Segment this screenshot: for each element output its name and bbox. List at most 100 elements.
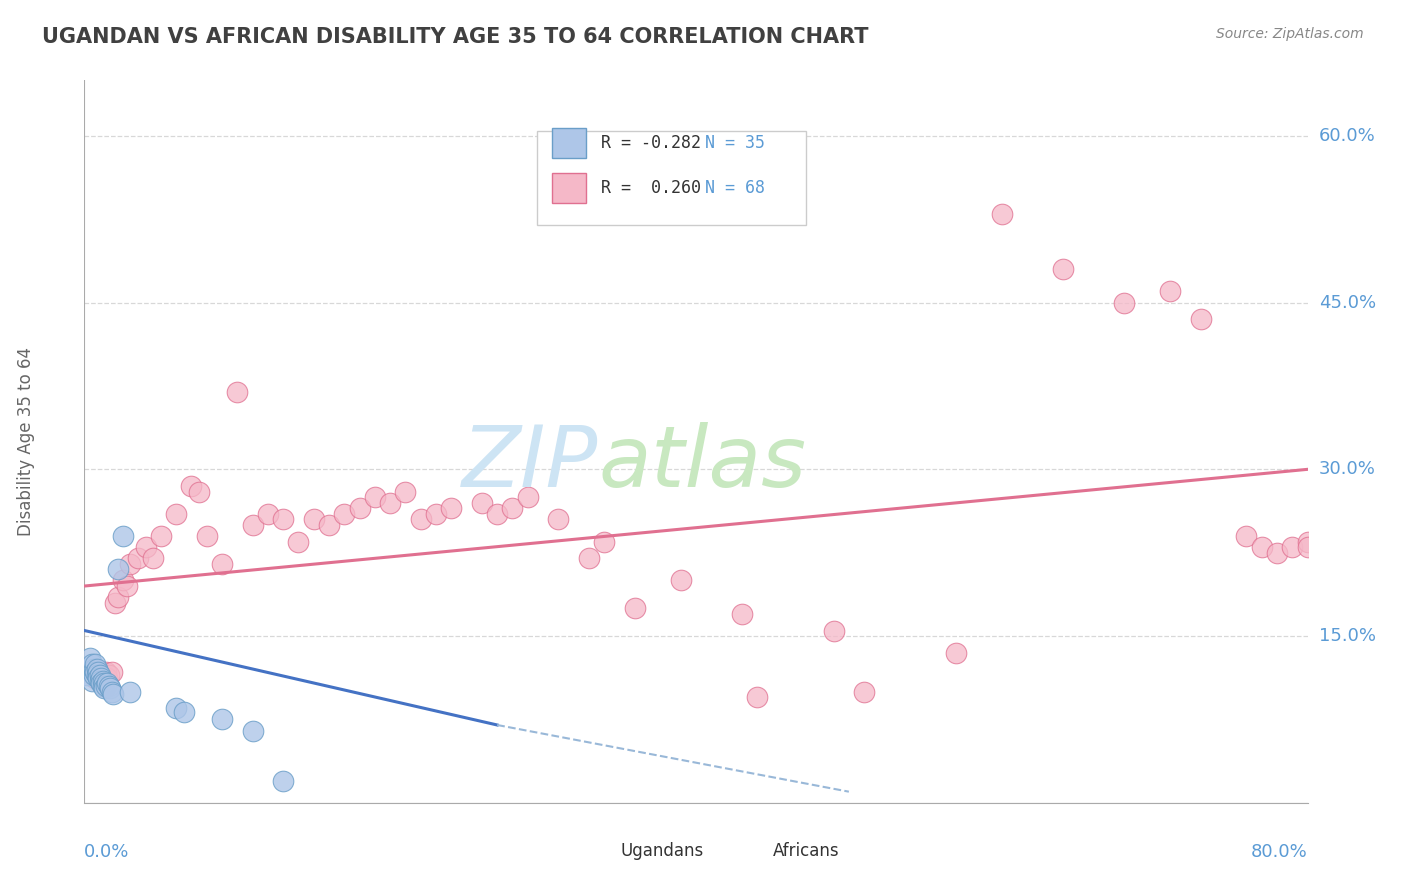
Point [90, 668, 112, 682]
Point [747, 690, 769, 705]
FancyBboxPatch shape [586, 839, 613, 863]
Point [76, 668, 98, 682]
Point [91, 673, 114, 688]
Point [84, 665, 107, 679]
Point [135, 540, 157, 554]
Point [80, 665, 103, 679]
Point [107, 590, 129, 604]
Point [115, 579, 138, 593]
Point [98, 681, 121, 696]
Point [823, 624, 845, 638]
Point [211, 713, 233, 727]
Point [731, 607, 754, 621]
Point [89, 673, 111, 688]
Text: ZIP: ZIP [461, 422, 598, 505]
Point [77, 662, 100, 676]
Text: UGANDAN VS AFRICAN DISABILITY AGE 35 TO 64 CORRELATION CHART: UGANDAN VS AFRICAN DISABILITY AGE 35 TO … [42, 27, 869, 46]
Text: R = -0.282: R = -0.282 [600, 134, 700, 153]
Point [83, 668, 105, 682]
Point [89, 668, 111, 682]
Text: 60.0%: 60.0% [1319, 127, 1375, 145]
Point [94, 679, 117, 693]
Point [287, 534, 309, 549]
Text: Ugandans: Ugandans [620, 842, 703, 860]
Point [120, 684, 142, 698]
Text: Africans: Africans [773, 842, 839, 860]
Point [502, 501, 524, 516]
Point [226, 384, 249, 399]
Point [104, 596, 127, 610]
Point [471, 496, 494, 510]
Point [91, 679, 114, 693]
Point [79, 651, 101, 665]
Text: 80.0%: 80.0% [1251, 843, 1308, 861]
Point [624, 601, 647, 615]
Point [1159, 285, 1181, 299]
Text: Source: ZipAtlas.com: Source: ZipAtlas.com [1216, 27, 1364, 41]
Point [349, 501, 371, 516]
Point [1250, 540, 1272, 554]
Point [77, 662, 100, 676]
Point [188, 484, 211, 499]
Point [127, 551, 149, 566]
Point [669, 574, 692, 588]
Point [271, 773, 294, 788]
Point [1296, 534, 1319, 549]
Text: Disability Age 35 to 64: Disability Age 35 to 64 [17, 347, 35, 536]
Point [1114, 295, 1136, 310]
Point [87, 671, 110, 685]
Point [242, 723, 264, 738]
Point [394, 484, 416, 499]
Point [84, 671, 107, 685]
Point [87, 665, 110, 679]
Text: atlas: atlas [598, 422, 806, 505]
Point [409, 512, 432, 526]
Point [180, 479, 202, 493]
Point [83, 662, 105, 676]
Point [271, 512, 294, 526]
Point [96, 675, 118, 690]
Point [94, 665, 117, 679]
Text: 15.0%: 15.0% [1319, 627, 1375, 645]
Point [1281, 540, 1303, 554]
Point [93, 668, 115, 682]
Point [440, 501, 463, 516]
Point [89, 671, 111, 685]
Point [80, 673, 103, 688]
Point [516, 490, 538, 504]
FancyBboxPatch shape [551, 128, 586, 158]
Point [333, 507, 356, 521]
Point [991, 207, 1014, 221]
Point [1296, 540, 1319, 554]
Point [86, 668, 108, 682]
Point [364, 490, 387, 504]
Point [945, 646, 967, 660]
Point [80, 657, 103, 671]
Point [97, 668, 120, 682]
FancyBboxPatch shape [537, 131, 806, 225]
Point [1052, 262, 1074, 277]
Point [195, 529, 218, 543]
Point [101, 684, 124, 698]
Point [380, 496, 402, 510]
Point [318, 517, 340, 532]
Point [302, 512, 325, 526]
Point [101, 665, 124, 679]
Point [93, 675, 115, 690]
Text: 0.0%: 0.0% [84, 843, 129, 861]
Point [83, 668, 105, 682]
Point [1265, 546, 1288, 560]
Text: R =  0.260: R = 0.260 [600, 179, 700, 197]
Text: N = 35: N = 35 [704, 134, 765, 153]
Point [547, 512, 569, 526]
Point [165, 507, 187, 521]
Point [97, 679, 120, 693]
Point [84, 657, 107, 671]
Point [90, 675, 112, 690]
Point [257, 507, 280, 521]
Point [853, 684, 876, 698]
Point [87, 668, 110, 682]
Point [111, 529, 134, 543]
Point [165, 701, 187, 715]
Point [103, 687, 125, 701]
